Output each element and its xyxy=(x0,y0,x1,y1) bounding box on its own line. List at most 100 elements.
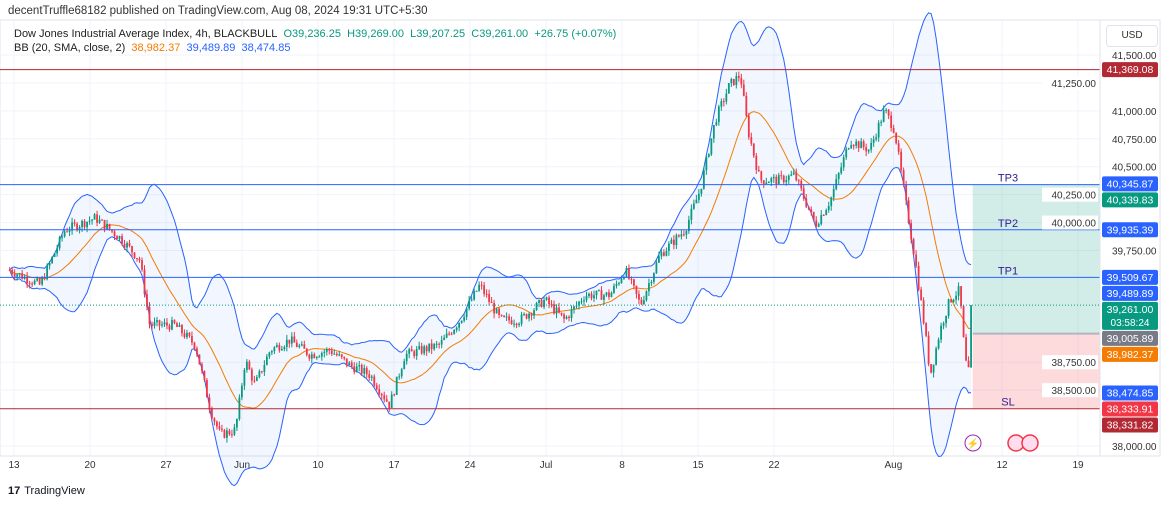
candle-body xyxy=(573,306,575,310)
candle-body xyxy=(78,227,81,230)
candle-body xyxy=(121,236,123,244)
candle-body xyxy=(438,343,441,345)
candle xyxy=(73,219,76,227)
candle-body xyxy=(940,325,942,340)
candle xyxy=(71,217,73,235)
candle xyxy=(435,340,438,349)
candle xyxy=(380,392,383,401)
candle xyxy=(872,135,875,147)
candle xyxy=(897,140,900,155)
candle xyxy=(378,384,381,398)
candle xyxy=(423,344,426,356)
candle xyxy=(141,257,143,272)
candle xyxy=(687,215,690,234)
candle-body xyxy=(176,323,178,327)
y-tick-label: 39,750.00 xyxy=(1112,247,1157,258)
currency-button[interactable]: USD xyxy=(1106,25,1158,47)
candle xyxy=(468,295,471,311)
candle-body xyxy=(323,351,326,353)
price-label-bg xyxy=(1102,222,1158,238)
candle xyxy=(650,279,653,286)
candle-body xyxy=(665,250,668,256)
price-label-bg xyxy=(1102,346,1158,362)
candle xyxy=(510,316,513,325)
candle-body xyxy=(705,156,708,171)
candle xyxy=(518,322,520,328)
candle-body xyxy=(420,346,423,354)
y-tick-label: 38,500.00 xyxy=(1052,386,1097,397)
candle-body xyxy=(28,283,31,285)
candle-body xyxy=(620,278,623,283)
x-tick-label: 19 xyxy=(1072,460,1084,471)
y-tick-label-bg xyxy=(1042,355,1098,370)
candle-body xyxy=(403,361,406,370)
candle xyxy=(153,317,156,329)
candle-body xyxy=(638,293,640,300)
candle-body xyxy=(498,308,500,315)
candle xyxy=(882,105,885,123)
tradingview-logo[interactable]: 17 TradingView xyxy=(8,485,85,497)
candle xyxy=(136,257,138,262)
candle xyxy=(720,98,723,111)
candle xyxy=(852,144,855,150)
candle xyxy=(28,280,31,289)
candle-body xyxy=(166,322,168,326)
candle-body xyxy=(905,184,908,201)
candle-body xyxy=(630,278,633,280)
candle xyxy=(448,331,451,336)
candle xyxy=(660,248,663,260)
candle xyxy=(375,382,378,391)
candle xyxy=(752,143,755,158)
candle-body xyxy=(298,345,301,348)
candle-body xyxy=(722,101,725,103)
candle-body xyxy=(38,278,41,285)
candle-body xyxy=(345,358,348,366)
candle-body xyxy=(643,300,645,305)
candle xyxy=(440,335,443,349)
candle xyxy=(248,359,251,370)
candle xyxy=(405,350,408,365)
candle xyxy=(390,391,393,409)
candle-body xyxy=(930,364,933,373)
candle-body xyxy=(453,329,456,334)
candle-body xyxy=(820,214,823,225)
candle xyxy=(555,304,558,319)
candle-body xyxy=(700,188,703,194)
candle-body xyxy=(690,208,693,220)
price-label: 40,339.83 xyxy=(1102,192,1158,208)
candle-body xyxy=(902,170,905,185)
candle-body xyxy=(870,142,873,150)
candle xyxy=(922,297,925,325)
candle-body xyxy=(151,323,153,326)
candle xyxy=(485,289,488,298)
candle xyxy=(593,290,595,302)
candle-body xyxy=(742,84,745,96)
take-profit-zone xyxy=(972,184,1100,334)
candle xyxy=(787,174,790,185)
candle xyxy=(453,329,456,335)
candle-body xyxy=(560,312,563,315)
candle xyxy=(925,322,928,338)
candle xyxy=(952,298,955,303)
candle-body xyxy=(815,220,818,227)
candle xyxy=(827,201,830,213)
candle-body xyxy=(400,369,403,377)
candle-body xyxy=(563,314,565,319)
candle-body xyxy=(300,344,303,346)
candle xyxy=(525,313,528,320)
candle-body xyxy=(243,369,246,386)
candle-body xyxy=(390,394,393,409)
price-label: 39,005.89 xyxy=(1102,330,1158,346)
candle xyxy=(755,152,758,174)
candle-body xyxy=(785,180,788,183)
candle xyxy=(917,261,920,292)
bb-upper: 39,489.89 xyxy=(186,42,236,54)
candle xyxy=(583,296,585,307)
candle xyxy=(298,343,301,349)
candle-body xyxy=(912,239,915,255)
candle-body xyxy=(443,337,446,340)
candle-body xyxy=(515,323,518,325)
candle xyxy=(231,429,233,438)
candle-body xyxy=(965,337,967,361)
